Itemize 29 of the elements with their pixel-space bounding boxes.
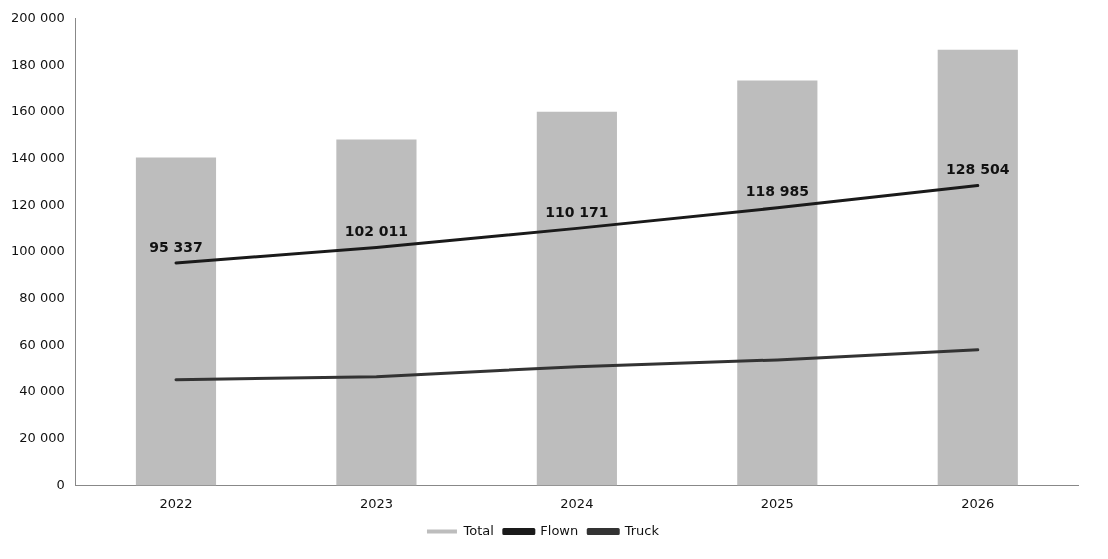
y-tick-label: 80 000 [19, 290, 65, 306]
bar [937, 49, 1018, 486]
data-label: 128 504 [946, 161, 1010, 178]
bar [737, 80, 818, 486]
data-label: 95 337 [149, 238, 203, 255]
bar [536, 111, 617, 486]
y-tick-label: 60 000 [19, 336, 65, 352]
legend-label: Truck [623, 522, 660, 538]
x-tick-label: 2025 [760, 495, 794, 511]
bar [336, 139, 417, 486]
y-tick-label: 140 000 [10, 150, 65, 166]
x-tick-label: 2026 [961, 495, 995, 511]
y-tick-label: 20 000 [19, 430, 65, 446]
legend-label: Flown [540, 522, 579, 538]
y-tick-label: 180 000 [10, 56, 65, 72]
data-label: 110 171 [545, 204, 609, 221]
x-tick-label: 2024 [560, 495, 594, 511]
y-tick-label: 100 000 [10, 243, 65, 259]
y-tick-label: 0 [56, 476, 65, 492]
x-tick-label: 2023 [359, 495, 393, 511]
y-tick-label: 200 000 [10, 10, 65, 26]
y-tick-label: 160 000 [10, 103, 65, 119]
legend-label: Total [462, 522, 494, 538]
data-label: 118 985 [745, 183, 809, 200]
data-label: 102 011 [344, 223, 409, 240]
x-tick-label: 2022 [159, 495, 193, 511]
bar [135, 157, 217, 486]
y-tick-label: 120 000 [10, 196, 65, 212]
y-tick-label: 40 000 [19, 383, 65, 399]
